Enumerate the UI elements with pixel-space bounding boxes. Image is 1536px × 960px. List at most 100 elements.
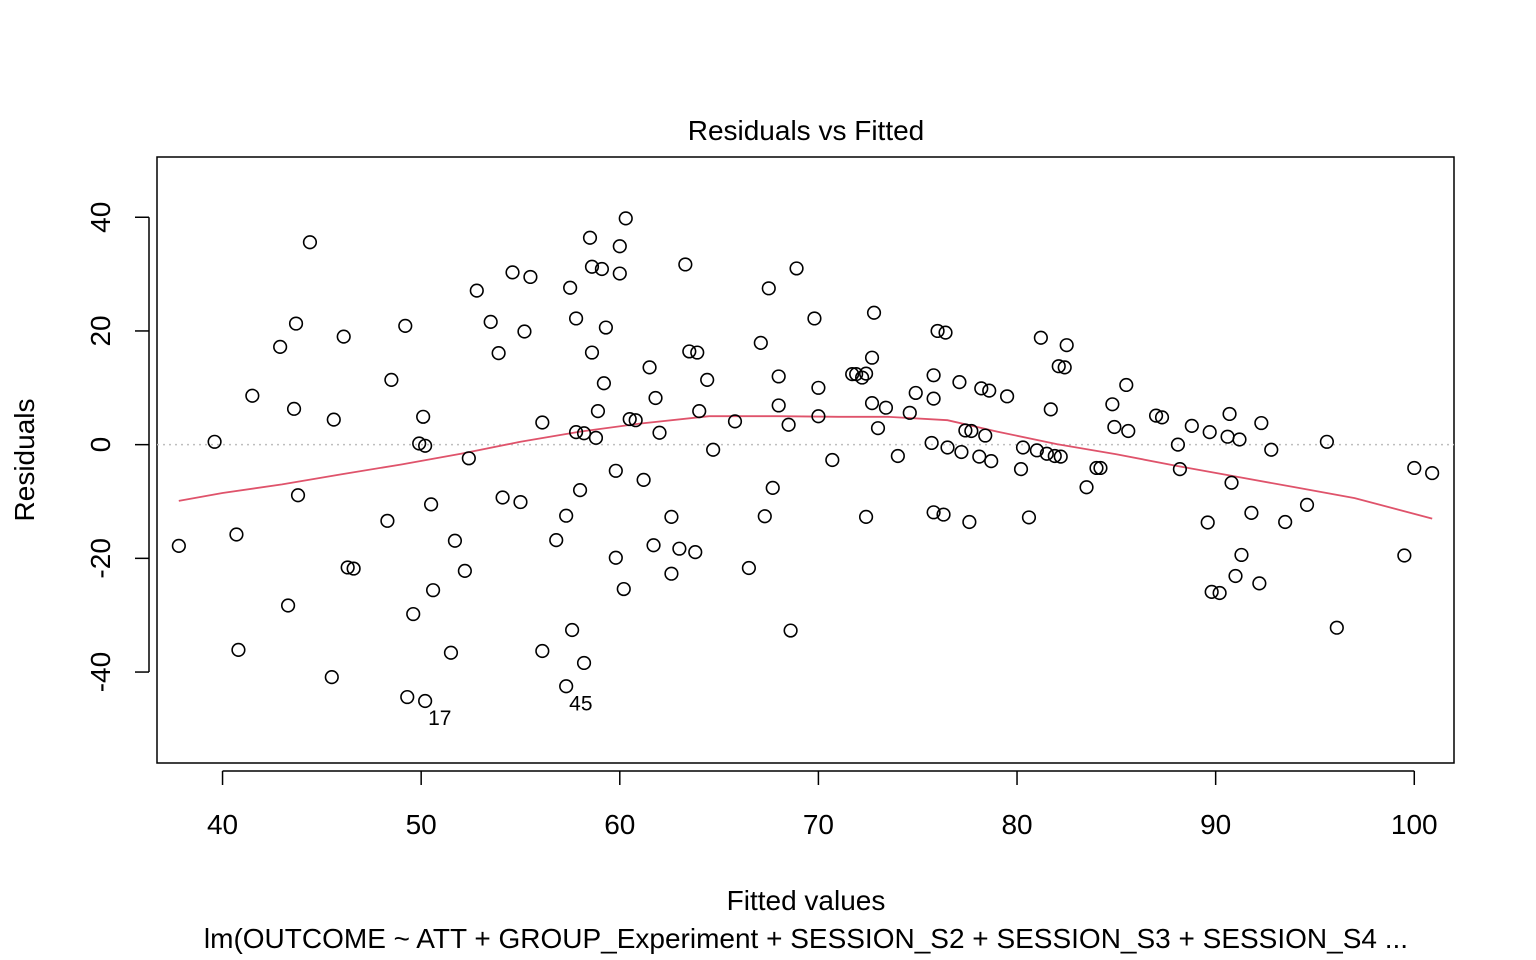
data-point [678, 257, 693, 272]
data-point [1047, 448, 1062, 464]
data-point [612, 239, 627, 254]
data-point [280, 598, 296, 613]
data-point [1107, 419, 1122, 435]
data-point [483, 314, 498, 329]
data-point [380, 513, 395, 528]
data-point [412, 436, 427, 451]
data-point [930, 323, 945, 339]
data-point [1021, 510, 1037, 525]
data-point [1224, 475, 1239, 490]
data-point [416, 409, 431, 424]
data-point [866, 305, 882, 320]
x-tick-label: 60 [604, 809, 635, 840]
data-point [845, 367, 860, 382]
data-point [1299, 497, 1315, 513]
x-tick-label: 70 [803, 809, 834, 840]
data-point [1254, 415, 1269, 431]
data-point [1228, 568, 1243, 584]
data-point [938, 325, 953, 340]
data-point [590, 404, 606, 419]
data-point [982, 383, 997, 398]
data-point [902, 405, 917, 420]
data-point [568, 425, 584, 440]
data-point [1148, 408, 1164, 423]
data-point [1043, 402, 1058, 417]
data-point [1000, 389, 1015, 404]
data-point [286, 401, 302, 416]
data-point [616, 581, 631, 597]
data-point [636, 472, 651, 487]
data-point [926, 391, 941, 406]
data-point [1425, 465, 1440, 481]
data-point [648, 390, 663, 406]
data-point [972, 449, 987, 464]
data-point [622, 411, 637, 427]
data-point [1039, 446, 1054, 461]
data-point [594, 261, 610, 277]
data-point [940, 440, 955, 455]
data-point [612, 266, 627, 281]
data-point [563, 280, 578, 295]
data-point [652, 425, 667, 440]
data-point [757, 509, 772, 524]
data-point [864, 396, 880, 411]
y-tick-label: 0 [85, 437, 116, 453]
data-point [964, 423, 979, 439]
data-point [741, 560, 756, 576]
data-point [858, 366, 874, 381]
data-point [700, 372, 715, 387]
data-point [672, 541, 687, 556]
data-point [535, 643, 550, 659]
data-point [1204, 584, 1219, 599]
x-axis-title: Fitted values [727, 885, 886, 916]
data-point [825, 452, 840, 468]
y-tick-label: -20 [85, 538, 116, 578]
data-point [1397, 548, 1412, 563]
data-point [425, 583, 441, 598]
data-point [706, 442, 721, 457]
data-point [1244, 505, 1259, 520]
data-point [642, 360, 657, 375]
data-point [984, 454, 999, 469]
data-point [908, 385, 923, 401]
plot-frame [156, 156, 1455, 764]
data-point [926, 368, 941, 383]
data-point [171, 538, 186, 553]
data-point [535, 415, 550, 430]
data-point [1264, 442, 1279, 457]
data-point [1407, 460, 1422, 476]
data-point [783, 623, 798, 638]
data-point [1119, 377, 1134, 393]
data-point [1329, 620, 1344, 635]
data-point [926, 505, 941, 520]
data-point [608, 550, 623, 565]
data-point [505, 265, 520, 280]
x-tick-label: 40 [207, 809, 238, 840]
data-point [229, 527, 244, 542]
data-point [1033, 330, 1048, 345]
data-point [682, 344, 697, 359]
data-point [664, 566, 679, 581]
data-point [771, 398, 786, 413]
data-point [461, 451, 476, 466]
data-point [576, 655, 592, 671]
data-point [596, 376, 611, 391]
data-point [384, 372, 399, 387]
data-point [974, 381, 989, 396]
data-point [495, 490, 510, 505]
data-point [1053, 449, 1068, 464]
data-point [398, 318, 413, 333]
data-point [1059, 338, 1074, 353]
data-point [608, 463, 623, 478]
x-tick-label: 50 [406, 809, 437, 840]
data-point [870, 421, 886, 436]
data-point [324, 670, 339, 685]
data-point [878, 400, 894, 415]
data-point [406, 606, 421, 622]
data-point [469, 283, 484, 298]
data-point [423, 497, 439, 512]
data-point [1319, 434, 1334, 449]
data-point [302, 235, 318, 250]
